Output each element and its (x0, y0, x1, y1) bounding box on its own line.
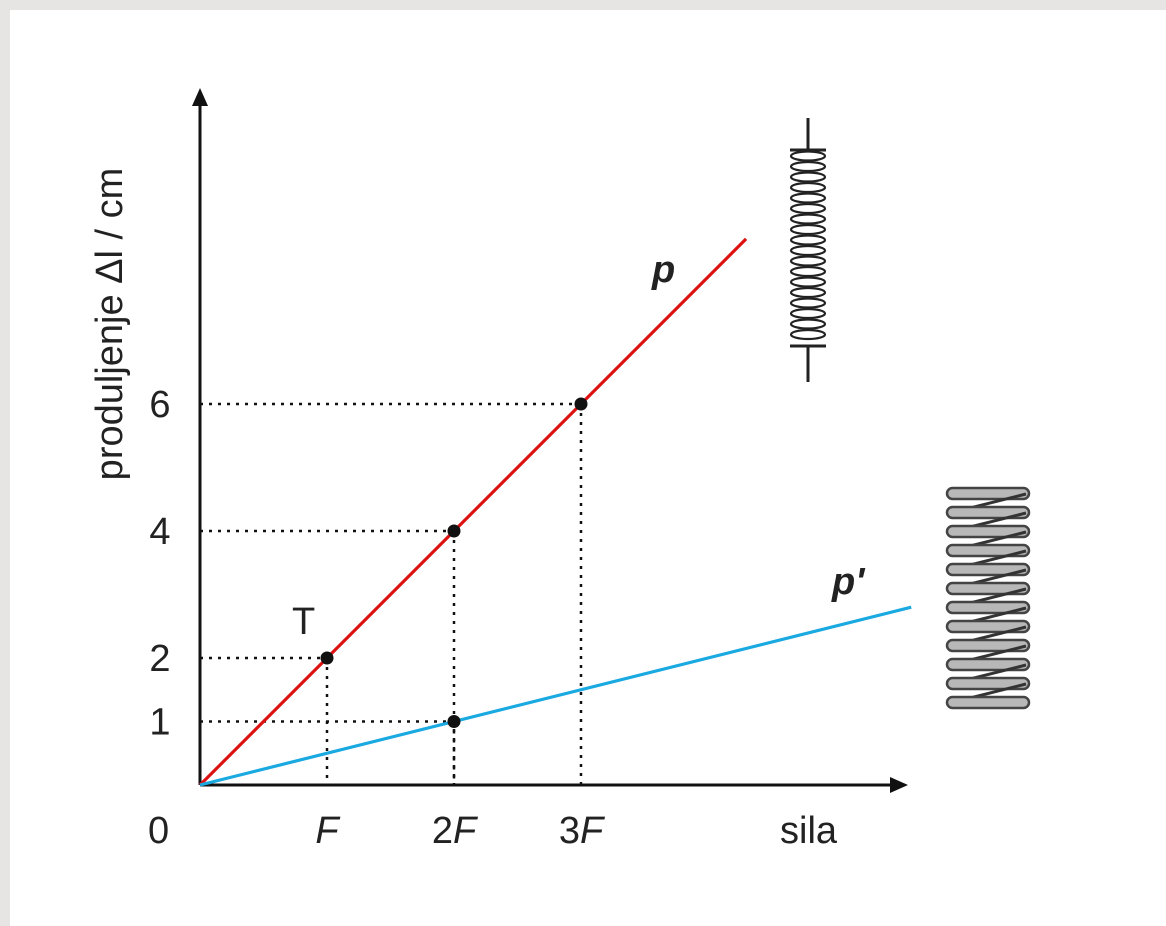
y-tick-label-0: 1 (149, 702, 170, 744)
data-point-0 (320, 651, 334, 665)
wide-coil-8 (945, 638, 1031, 653)
y-tick-label-3: 6 (149, 384, 170, 426)
wide-coil-1 (945, 505, 1031, 520)
wide-coil-6 (945, 600, 1031, 615)
x-tick-labels: F 2F 3F (315, 810, 605, 852)
x-tick-label-2: 3F (559, 810, 605, 852)
spring-coil-12 (789, 276, 827, 288)
spring-coil-11 (789, 265, 827, 278)
series-label-p-prime: p' (831, 561, 866, 603)
origin-label: 0 (148, 810, 169, 852)
spring-coil-2 (789, 171, 827, 183)
data-points (320, 397, 588, 728)
spring-coil-0 (789, 150, 827, 162)
spring-coil-8 (789, 234, 827, 246)
y-axis-arrow (192, 88, 208, 106)
spring-coil-14 (789, 297, 827, 309)
x-tick-label-0: F (315, 810, 340, 852)
spring-coil-6 (789, 213, 827, 225)
spring-coil-3 (789, 181, 827, 194)
spring-coil-5 (789, 202, 827, 215)
wide-spring-icon (945, 486, 1031, 710)
series-line-p-prime (199, 605, 912, 787)
wide-coil-9 (945, 657, 1031, 672)
wide-coil-2 (945, 524, 1031, 539)
chart-frame: 0 sila produljenje Δl / cm T p p' F 2F 3F … (10, 10, 1166, 926)
data-point-2 (574, 397, 588, 411)
elongation-force-chart: 0 sila produljenje Δl / cm T p p' F 2F 3F … (89, 88, 1031, 852)
spring-coil-16 (789, 318, 827, 330)
guide-lines (200, 402, 583, 785)
data-point-1 (447, 524, 461, 538)
y-tick-labels: 1 2 4 6 (149, 384, 170, 744)
y-tick-label-1: 2 (149, 638, 170, 680)
y-axis-title: produljenje Δl / cm (89, 168, 131, 481)
wide-coil-5 (945, 581, 1031, 596)
spring-coil-13 (789, 286, 827, 299)
axes (192, 88, 908, 793)
point-annotation-t: T (292, 601, 315, 643)
y-tick-label-2: 4 (149, 511, 170, 553)
spring-coil-7 (789, 223, 827, 236)
tight-spring-icon (789, 118, 827, 382)
data-point-3 (447, 715, 461, 728)
series-label-p: p (651, 249, 675, 291)
spring-coil-10 (789, 255, 827, 267)
x-tick-label-1: 2F (432, 810, 478, 852)
x-axis-title: sila (780, 810, 838, 852)
spring-coil-17 (789, 328, 827, 341)
x-axis-arrow (890, 777, 908, 793)
wide-coil-10 (945, 676, 1031, 691)
spring-coil-9 (789, 244, 827, 257)
spring-coil-4 (789, 192, 827, 204)
wide-coil-7 (945, 619, 1031, 634)
wide-coil-0 (945, 486, 1031, 501)
wide-coil-3 (945, 543, 1031, 558)
spring-coil-15 (789, 307, 827, 320)
wide-coil-4 (945, 562, 1031, 577)
labels: 0 sila produljenje Δl / cm T p p' (89, 168, 866, 852)
wide-coil-11 (945, 695, 1031, 710)
spring-coil-1 (789, 160, 827, 173)
series-lines (198, 237, 912, 787)
series-line-p (198, 237, 748, 787)
